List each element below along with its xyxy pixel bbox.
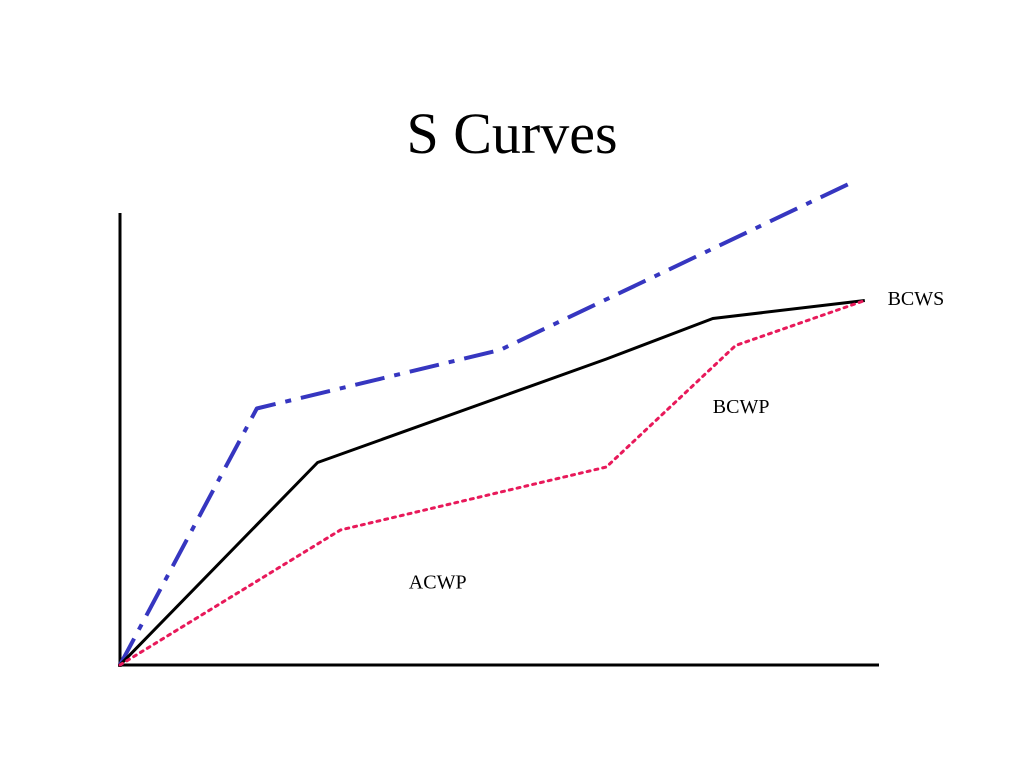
series-label-bcwp: BCWP [713, 396, 770, 418]
series-label-bcws: BCWS [888, 288, 945, 310]
series-line-black [118, 299, 865, 667]
series-line-blue [118, 181, 851, 666]
series-layer [118, 181, 867, 667]
series-line-pink [118, 299, 867, 667]
label-layer: BCWS BCWP ACWP [409, 288, 944, 594]
series-label-acwp: ACWP [409, 572, 467, 594]
slide-title: S Curves [406, 101, 618, 166]
